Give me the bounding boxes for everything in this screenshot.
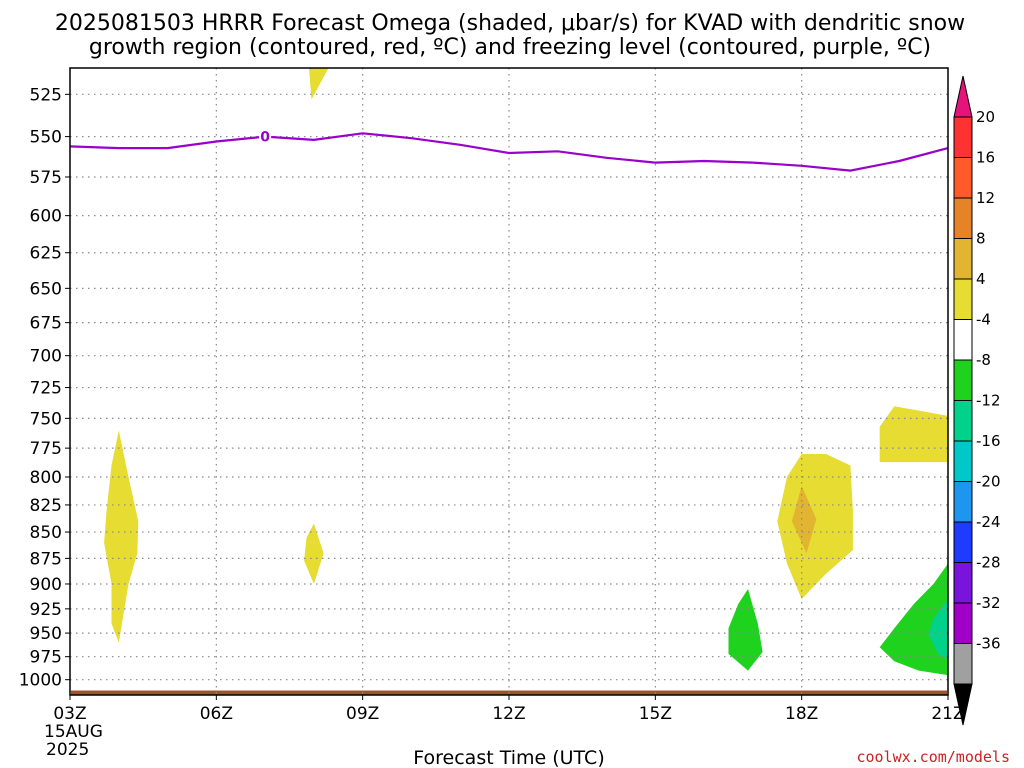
x-date-line-2: 2025: [46, 740, 89, 760]
omega-region-9: [928, 599, 948, 660]
omega-region-8: [879, 563, 948, 676]
x-tick-label-9: 09Z: [346, 704, 379, 724]
colorbar-label-1: 20: [976, 108, 995, 126]
y-tick-label-575: 575: [30, 168, 62, 188]
chart-title-line-1: 2025081503 HRRR Forecast Omega (shaded, …: [55, 11, 965, 36]
y-tick-label-650: 650: [30, 279, 62, 299]
omega-region-4: [777, 454, 853, 599]
colorbar-swatch-11: [953, 521, 973, 563]
y-tick-label-825: 825: [30, 496, 62, 516]
colorbar-label-9: -16: [976, 432, 1001, 450]
colorbar-label-7: -8: [976, 351, 991, 369]
y-tick-label-600: 600: [30, 207, 62, 227]
y-tick-label-1000: 1000: [19, 671, 62, 691]
colorbar-label-12: -28: [976, 554, 1001, 572]
freezing-label-bg: [259, 128, 272, 145]
y-tick-label-775: 775: [30, 439, 62, 459]
y-tick-label-675: 675: [30, 314, 62, 334]
y-tick-label-725: 725: [30, 379, 62, 399]
y-tick-label-850: 850: [30, 523, 62, 543]
x-tick-label-3: 03Z: [53, 704, 86, 724]
freezing-level-layer: 0: [69, 128, 949, 172]
colorbar-label-14: -36: [976, 635, 1001, 653]
omega-region-2: [304, 523, 324, 584]
y-tick-label-975: 975: [30, 648, 62, 668]
colorbar-swatch-10: [953, 481, 973, 523]
colorbar-label-2: 16: [976, 149, 995, 167]
colorbar-swatch-3: [953, 197, 973, 239]
y-tick-label-550: 550: [30, 128, 62, 148]
x-tick-label-12: 12Z: [492, 704, 525, 724]
colorbar-swatch-8: [953, 400, 973, 442]
y-tick-label-525: 525: [30, 85, 62, 105]
colorbar-top-arrow: [953, 75, 973, 118]
x-tick-label-21: 21Z: [931, 704, 964, 724]
colorbar-swatch-6: [953, 319, 973, 361]
x-tick-label-6: 06Z: [200, 704, 233, 724]
y-tick-label-625: 625: [30, 244, 62, 264]
colorbar-label-10: -20: [976, 473, 1001, 491]
colorbar-label-13: -32: [976, 594, 1001, 612]
colorbar-swatch-12: [953, 562, 973, 604]
x-date-line-1: 15AUG: [44, 722, 103, 742]
colorbar-bottom-arrow: [953, 683, 973, 726]
omega-region-6: [879, 406, 948, 463]
omega-region-5: [791, 486, 817, 554]
x-tick-label-18: 18Z: [785, 704, 818, 724]
credit-text: coolwx.com/models: [856, 748, 1010, 766]
y-tick-label-800: 800: [30, 468, 62, 488]
colorbar-label-5: 4: [976, 270, 986, 288]
chart-title-line-2: growth region (contoured, red, ºC) and f…: [89, 35, 931, 60]
colorbar-label-3: 12: [976, 189, 995, 207]
colorbar-label-11: -24: [976, 513, 1001, 531]
omega-region-1: [104, 430, 139, 643]
y-axis: 525 550 575 600 625 650 675 700 725 750 775 800 825 8…: [19, 85, 70, 691]
x-axis-label: Forecast Time (UTC): [413, 747, 604, 768]
y-tick-label-875: 875: [30, 549, 62, 569]
y-tick-label-925: 925: [30, 600, 62, 620]
colorbar-swatch-1: [953, 116, 973, 158]
colorbar-swatch-14: [953, 643, 973, 685]
y-tick-label-700: 700: [30, 347, 62, 367]
y-tick-label-750: 750: [30, 409, 62, 429]
colorbar-label-4: 8: [976, 230, 986, 248]
colorbar-swatch-7: [953, 359, 973, 401]
plot-area: 0: [69, 67, 949, 696]
y-tick-label-950: 950: [30, 624, 62, 644]
colorbar-swatch-2: [953, 157, 973, 199]
omega-regions: [104, 68, 948, 676]
freezing-level-line: [69, 132, 949, 172]
colorbar-swatch-5: [953, 278, 973, 320]
grid-lines: [70, 68, 948, 695]
y-tick-label-900: 900: [30, 575, 62, 595]
colorbar-label-6: -4: [976, 311, 991, 329]
freezing-level-label: 0: [260, 130, 270, 146]
x-tick-label-15: 15Z: [639, 704, 672, 724]
colorbar: 20 16 12 8 4 -4 -8 -12 -16 -20 -24 -28 -32 -36: [953, 75, 1001, 726]
colorbar-swatch-4: [953, 238, 973, 280]
colorbar-swatch-13: [953, 602, 973, 644]
x-axis: 03Z 06Z 09Z 12Z 15Z 18Z 21Z: [53, 695, 965, 724]
colorbar-label-8: -12: [976, 392, 1001, 410]
colorbar-swatch-9: [953, 440, 973, 482]
omega-region-3: [309, 68, 329, 100]
